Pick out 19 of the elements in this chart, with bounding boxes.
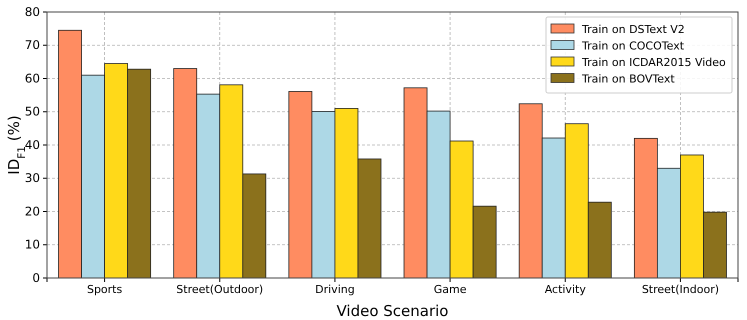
y-tick-label: 70 [24, 38, 40, 52]
x-tick-label: Activity [544, 282, 586, 296]
legend-label: Train on COCOText [581, 40, 685, 52]
y-tick-label: 10 [24, 238, 40, 252]
y-tick-label: 0 [32, 270, 40, 285]
y-tick-label: 80 [24, 4, 40, 19]
x-tick-label: Street(Outdoor) [176, 282, 264, 296]
x-axis-title: Video Scenario [336, 302, 449, 320]
x-tick-label: Sports [86, 282, 122, 296]
y-tick-label: 30 [24, 171, 40, 186]
y-tick-label: 20 [24, 204, 40, 218]
legend-label: Train on DSText V2 [581, 23, 685, 36]
x-tick-label: Driving [315, 282, 355, 296]
y-tick-label: 60 [24, 71, 40, 86]
legend-label: Train on ICDAR2015 Video [581, 56, 726, 69]
legend-label: Train on BOVText [581, 72, 676, 86]
y-tick-label: 50 [24, 104, 40, 119]
x-tick-label: Game [434, 282, 467, 296]
x-tick-label: Street(Indoor) [642, 282, 720, 296]
